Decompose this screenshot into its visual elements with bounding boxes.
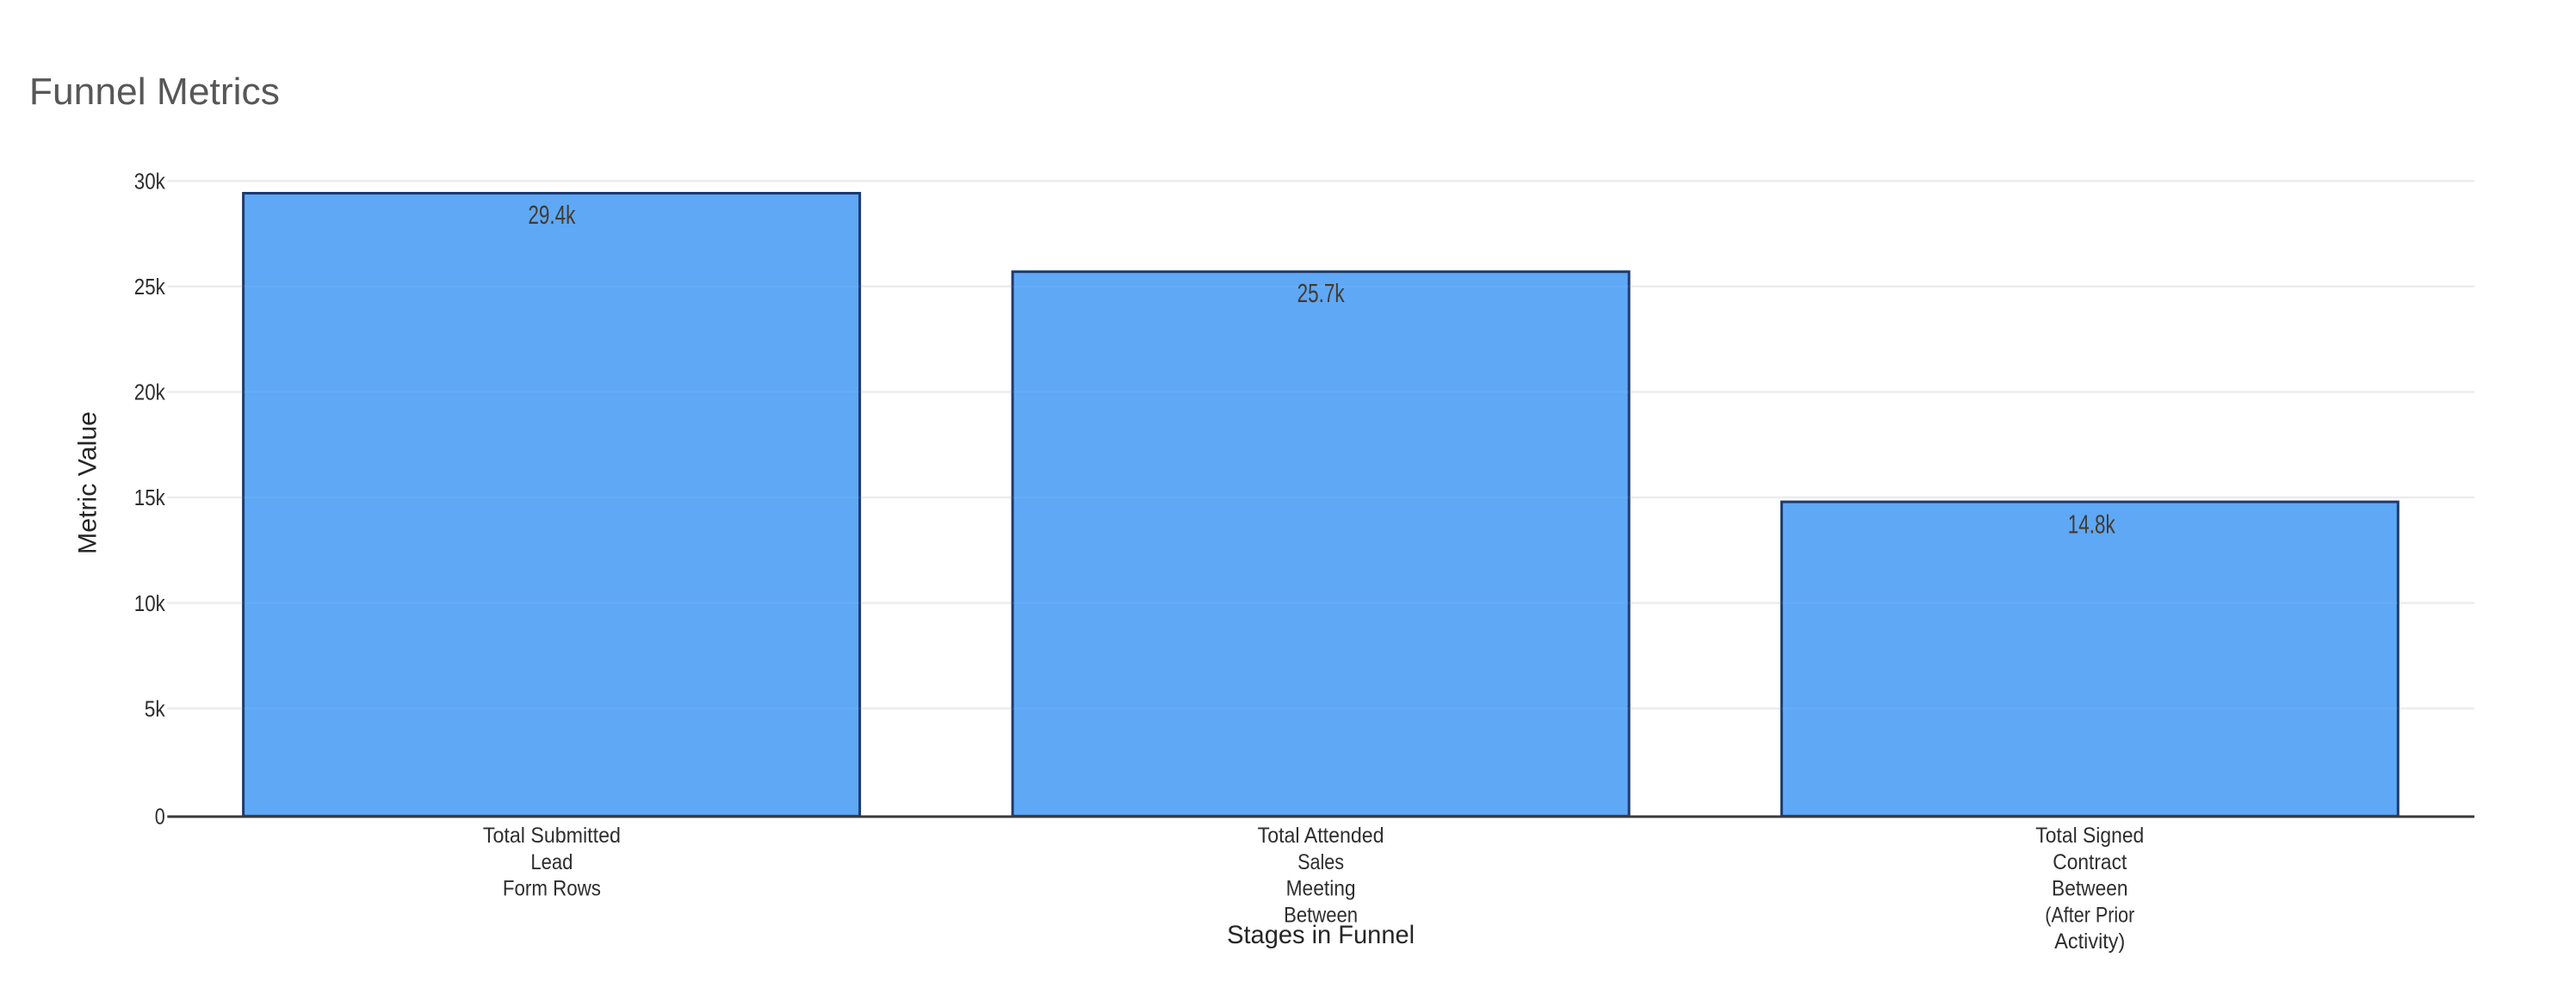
- svg-text:20k: 20k: [134, 381, 165, 405]
- svg-text:14.8k: 14.8k: [2068, 509, 2115, 539]
- svg-text:25.7k: 25.7k: [1297, 278, 1345, 308]
- svg-text:Between: Between: [1284, 903, 1358, 927]
- svg-text:0: 0: [155, 805, 165, 829]
- svg-text:15k: 15k: [134, 486, 165, 510]
- svg-text:Total Attended: Total Attended: [1258, 824, 1384, 848]
- svg-text:5k: 5k: [145, 697, 165, 721]
- svg-text:(After Prior: (After Prior: [2045, 903, 2134, 927]
- svg-text:Contract: Contract: [2053, 850, 2127, 874]
- svg-text:30k: 30k: [134, 170, 165, 194]
- svg-text:Meeting: Meeting: [1286, 877, 1356, 901]
- svg-text:Activity): Activity): [2054, 929, 2125, 954]
- svg-text:Funnel Metrics: Funnel Metrics: [29, 71, 280, 113]
- svg-text:25k: 25k: [134, 275, 165, 299]
- svg-text:Metric Value: Metric Value: [73, 411, 102, 554]
- svg-text:Total Submitted: Total Submitted: [483, 824, 621, 848]
- svg-text:Form Rows: Form Rows: [503, 877, 601, 901]
- svg-text:Lead: Lead: [530, 850, 573, 874]
- svg-text:Total Signed: Total Signed: [2035, 824, 2144, 848]
- svg-text:10k: 10k: [134, 592, 165, 616]
- svg-text:29.4k: 29.4k: [528, 200, 575, 230]
- svg-text:Between: Between: [2052, 877, 2128, 901]
- svg-text:Stages in Funnel: Stages in Funnel: [1227, 921, 1415, 949]
- svg-text:Sales: Sales: [1297, 850, 1344, 874]
